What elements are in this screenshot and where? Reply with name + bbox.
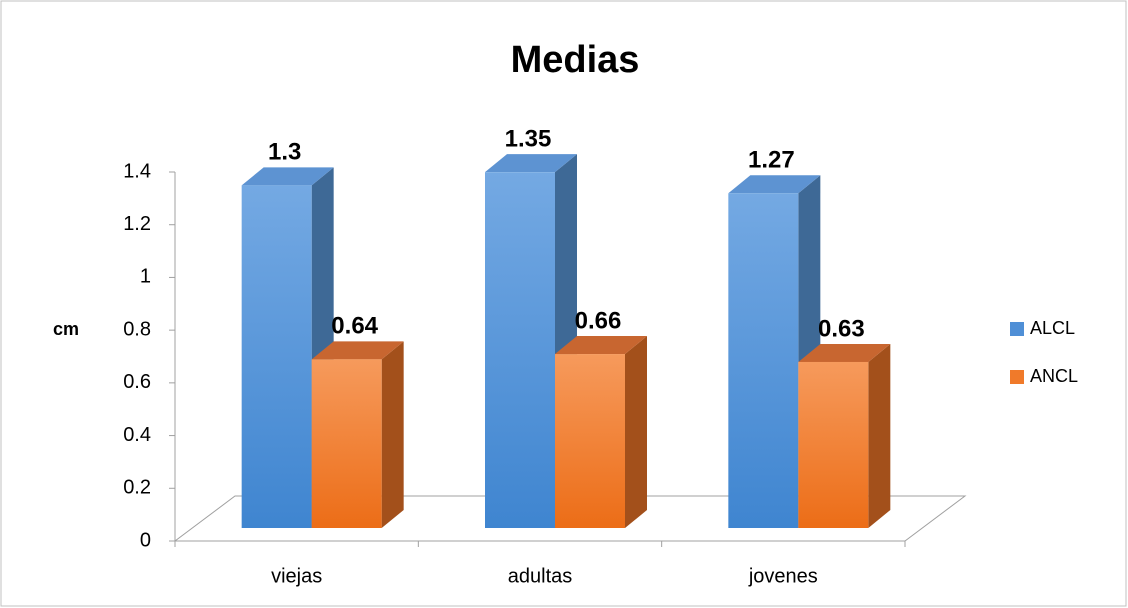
bar [311,359,382,528]
y-tick-label: 0.2 [123,477,151,499]
data-label: 0.66 [575,307,622,334]
bar [798,361,869,528]
bar-top [311,341,404,360]
y-tick-label: 0.6 [123,371,151,393]
y-tick-label: 0.4 [123,424,151,446]
x-tick-label: jovenes [748,565,818,587]
bar-side [625,336,647,528]
bar-top [485,154,577,173]
data-label: 1.27 [748,147,795,174]
bar-side [868,343,891,528]
bar [555,354,625,528]
data-label: 0.64 [331,313,378,340]
legend-swatch [1010,370,1024,384]
legend-label: ALCL [1030,318,1075,338]
chart-title: Medias [511,39,640,81]
y-tick-label: 1.2 [123,213,151,235]
y-tick-label: 0 [140,529,151,551]
bar [241,185,312,528]
y-tick-label: 1.4 [123,160,151,182]
bar-top [555,336,647,355]
data-label: 0.63 [818,315,865,342]
y-tick-label: 0.8 [123,318,151,340]
bar-side [381,341,404,528]
x-tick-label: adultas [508,565,573,587]
x-tick-label: viejas [271,565,322,587]
y-tick-label: 1 [140,266,151,288]
legend-swatch [1010,322,1024,336]
bar [728,193,799,528]
bar-top [798,343,891,362]
bar-top [728,175,821,194]
data-label: 1.3 [268,139,301,166]
bar-top [241,167,334,186]
bar [485,172,555,528]
data-label: 1.35 [505,126,552,153]
y-axis-label: cm [53,319,79,339]
legend-label: ANCL [1030,366,1078,386]
